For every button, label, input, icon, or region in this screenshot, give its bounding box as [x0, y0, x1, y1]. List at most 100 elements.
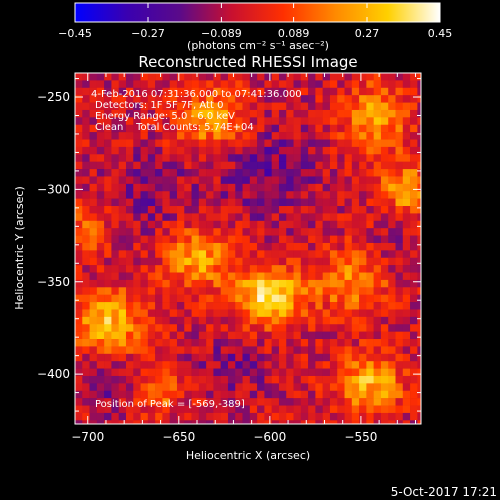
heatmap-cell	[249, 265, 258, 273]
annotation-total-counts: Clean Total Counts: 5.74E+04	[95, 122, 254, 133]
heatmap-cell	[286, 353, 294, 362]
heatmap-cell	[344, 309, 353, 318]
heatmap-cell	[184, 73, 192, 81]
heatmap-cell	[402, 80, 411, 89]
heatmap-cell	[235, 109, 243, 118]
heatmap-cell	[402, 339, 411, 347]
heatmap-cell	[366, 183, 374, 192]
heatmap-cell	[351, 191, 360, 199]
heatmap-cell	[271, 132, 280, 140]
heatmap-cell	[162, 235, 170, 244]
heatmap-cell	[308, 316, 316, 325]
heatmap-cell	[257, 412, 265, 421]
heatmap-cell	[337, 146, 345, 155]
heatmap-cell	[140, 183, 149, 192]
heatmap-cell	[155, 235, 163, 244]
heatmap-cell	[96, 176, 105, 185]
heatmap-cell	[351, 242, 360, 251]
heatmap-cell	[351, 368, 360, 377]
heatmap-cell	[198, 235, 207, 244]
heatmap-cell	[366, 228, 374, 236]
heatmap-cell	[322, 191, 331, 199]
heatmap-cell	[337, 117, 345, 126]
heatmap-cell	[198, 309, 207, 318]
heatmap-cell	[337, 169, 345, 177]
heatmap-cell	[176, 95, 185, 103]
heatmap-cell	[82, 146, 90, 155]
heatmap-cell	[264, 331, 272, 340]
heatmap-cell	[198, 339, 207, 347]
heatmap-cell	[271, 302, 280, 310]
heatmap-cell	[147, 154, 156, 162]
heatmap-cell	[315, 361, 323, 369]
heatmap-cell	[213, 220, 221, 229]
heatmap-cell	[322, 95, 331, 103]
heatmap-cell	[359, 390, 367, 399]
heatmap-cell	[388, 309, 396, 318]
heatmap-cell	[315, 279, 323, 288]
heatmap-cell	[278, 206, 287, 214]
heatmap-cell	[278, 228, 287, 236]
heatmap-cell	[395, 117, 404, 126]
heatmap-cell	[184, 353, 192, 362]
heatmap-cell	[337, 132, 345, 140]
heatmap-cell	[206, 161, 214, 170]
heatmap-cell	[337, 235, 345, 244]
heatmap-cell	[388, 316, 396, 325]
heatmap-cell	[133, 169, 141, 177]
heatmap-cell	[220, 242, 229, 251]
heatmap-cell	[344, 146, 353, 155]
heatmap-cell	[410, 198, 418, 207]
heatmap-cell	[380, 198, 389, 207]
heatmap-cell	[118, 132, 127, 140]
heatmap-cell	[264, 353, 272, 362]
heatmap-cell	[96, 206, 105, 214]
heatmap-cell	[140, 250, 149, 259]
heatmap-cell	[315, 398, 323, 406]
heatmap-cell	[184, 390, 192, 399]
heatmap-cell	[75, 146, 83, 155]
heatmap-cell	[133, 250, 141, 259]
heatmap-cell	[249, 213, 258, 222]
heatmap-cell	[118, 169, 127, 177]
heatmap-cell	[344, 220, 353, 229]
heatmap-cell	[104, 228, 112, 236]
heatmap-cell	[140, 191, 149, 199]
heatmap-cell	[96, 279, 105, 288]
heatmap-cell	[162, 294, 170, 303]
heatmap-cell	[366, 139, 374, 148]
heatmap-cell	[322, 346, 331, 355]
heatmap-cell	[104, 272, 112, 281]
heatmap-cell	[184, 109, 192, 118]
heatmap-cell	[249, 132, 258, 140]
heatmap-cell	[96, 412, 105, 421]
heatmap-cell	[293, 353, 302, 362]
heatmap-cell	[125, 375, 134, 384]
heatmap-cell	[286, 339, 294, 347]
heatmap-cell	[322, 102, 331, 111]
heatmap-cell	[184, 154, 192, 162]
heatmap-cell	[140, 353, 149, 362]
heatmap-cell	[366, 339, 374, 347]
heatmap-cell	[176, 287, 185, 295]
heatmap-cell	[206, 316, 214, 325]
heatmap-cell	[125, 287, 134, 295]
heatmap-cell	[395, 309, 404, 318]
heatmap-cell	[395, 398, 404, 406]
heatmap-cell	[395, 235, 404, 244]
heatmap-cell	[96, 228, 105, 236]
heatmap-cell	[213, 353, 221, 362]
heatmap-cell	[388, 302, 396, 310]
heatmap-cell	[242, 368, 251, 377]
heatmap-cell	[351, 398, 360, 406]
heatmap-cell	[344, 117, 353, 126]
heatmap-cell	[249, 324, 258, 332]
heatmap-cell	[176, 383, 185, 392]
heatmap-cell	[322, 316, 331, 325]
heatmap-cell	[380, 235, 389, 244]
heatmap-cell	[75, 272, 83, 281]
heatmap-cell	[111, 146, 119, 155]
heatmap-cell	[351, 109, 360, 118]
heatmap-cell	[162, 109, 170, 118]
heatmap-cell	[169, 183, 178, 192]
